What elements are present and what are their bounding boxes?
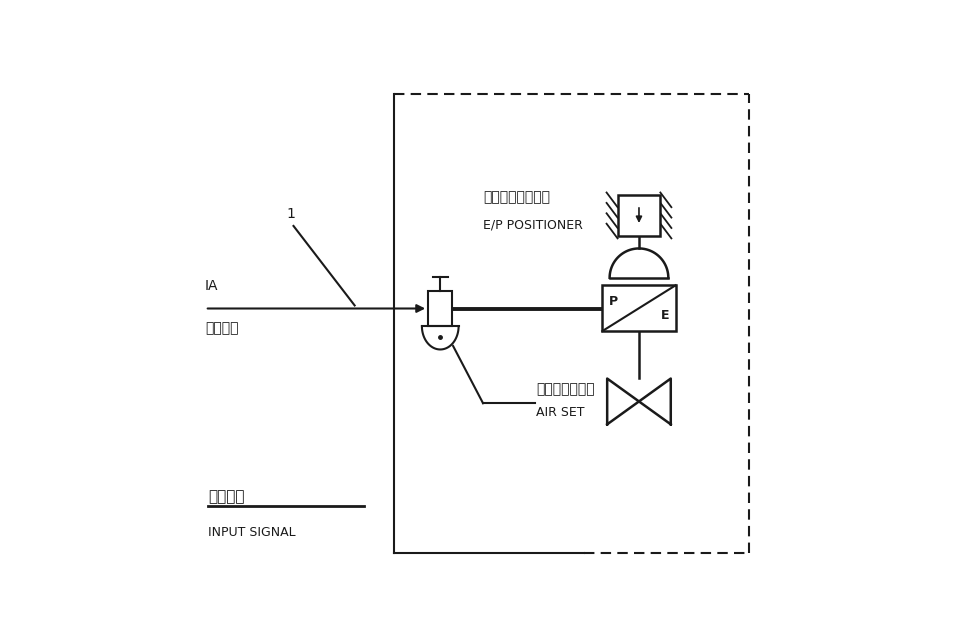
- Text: E/P POSITIONER: E/P POSITIONER: [483, 218, 583, 231]
- Text: P: P: [609, 295, 617, 308]
- Text: 空气过滤减压器: 空气过滤减压器: [537, 382, 595, 396]
- Text: 仪表气源: 仪表气源: [204, 321, 238, 335]
- Text: INPUT SIGNAL: INPUT SIGNAL: [208, 526, 296, 539]
- Text: 1: 1: [286, 207, 295, 221]
- Text: IA: IA: [204, 280, 218, 293]
- Bar: [602, 285, 676, 331]
- Text: E: E: [661, 308, 669, 321]
- Bar: [428, 291, 452, 326]
- Text: 输入信号: 输入信号: [208, 489, 245, 504]
- Text: 电－气阀门定位器: 电－气阀门定位器: [483, 191, 550, 205]
- Bar: [617, 194, 660, 236]
- Text: AIR SET: AIR SET: [537, 407, 585, 420]
